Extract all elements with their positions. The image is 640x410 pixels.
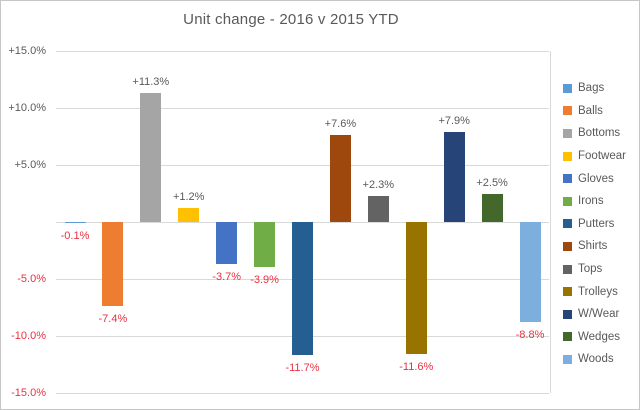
legend-swatch-icon [563,332,572,342]
legend-swatch-icon [563,309,572,319]
gridline [56,51,549,52]
legend-label: Putters [578,217,615,230]
legend-item-bags[interactable]: Bags [563,77,626,100]
legend-swatch-icon [563,354,572,364]
legend-item-putters[interactable]: Putters [563,213,626,236]
data-label-bags: -0.1% [60,230,90,243]
legend-label: W/Wear [578,308,620,321]
legend-item-bottoms[interactable]: Bottoms [563,122,626,145]
legend-item-gloves[interactable]: Gloves [563,167,626,190]
legend-label: Tops [578,263,603,276]
y-tick-label: +5.0% [14,159,47,171]
y-tick-label: -5.0% [17,273,46,285]
data-label-tops: +2.3% [362,178,395,191]
legend-item-shirts[interactable]: Shirts [563,235,626,258]
legend-item-irons[interactable]: Irons [563,190,626,213]
bar-bottoms[interactable] [140,93,162,222]
legend-item-w-wear[interactable]: W/Wear [563,303,626,326]
bar-w-wear[interactable] [443,131,465,222]
bar-woods[interactable] [519,222,541,323]
legend-item-woods[interactable]: Woods [563,348,626,371]
legend-label: Bags [578,82,605,95]
legend-swatch-icon [563,106,572,116]
legend-label: Balls [578,104,603,117]
y-tick-label: -15.0% [11,387,46,399]
legend-label: Footwear [578,150,626,163]
gridline [56,393,549,394]
data-label-trolleys: -11.6% [399,361,434,374]
data-label-shirts: +7.6% [324,118,357,131]
data-label-balls: -7.4% [98,313,128,326]
bar-footwear[interactable] [178,208,200,222]
legend-label: Woods [578,353,614,366]
legend-swatch-icon [563,196,572,206]
data-label-putters: -11.7% [285,362,320,375]
plot-right-border [550,51,551,393]
legend-swatch-icon [563,219,572,229]
bar-tops[interactable] [367,195,389,222]
legend-swatch-icon [563,241,572,251]
data-label-irons: -3.9% [250,273,279,286]
legend-swatch-icon [563,151,572,161]
gridline [56,108,549,109]
legend-swatch-icon [563,264,572,274]
legend-item-footwear[interactable]: Footwear [563,145,626,168]
bar-putters[interactable] [292,222,313,356]
legend-swatch-icon [563,174,572,184]
legend-swatch-icon [563,83,572,93]
bar-gloves[interactable] [216,222,238,265]
legend-label: Bottoms [578,127,621,140]
bar-bags[interactable] [64,222,86,224]
bar-shirts[interactable] [329,135,351,222]
legend-item-wedges[interactable]: Wedges [563,326,626,349]
legend-label: Shirts [578,240,608,253]
legend: Bags Balls Bottoms Footwear Gloves Irons Putte… [563,77,626,371]
bar-wedges[interactable] [481,193,503,222]
y-tick-label: +15.0% [8,45,46,57]
bar-trolleys[interactable] [405,222,427,355]
legend-label: Wedges [578,330,620,343]
y-axis: +15.0% +10.0% +5.0% -5.0% -10.0% -15.0% [1,45,47,399]
data-label-gloves: -3.7% [212,271,242,284]
legend-item-trolleys[interactable]: Trolleys [563,280,626,303]
legend-swatch-icon [563,128,572,138]
legend-item-tops[interactable]: Tops [563,258,626,281]
data-label-wedges: +2.5% [476,176,508,189]
y-tick-label: +10.0% [8,102,46,114]
legend-label: Trolleys [578,285,618,298]
y-tick-label: -10.0% [11,330,46,342]
bar-irons[interactable] [254,222,276,267]
legend-label: Irons [578,195,604,208]
data-label-footwear: +1.2% [172,191,205,204]
bar-balls[interactable] [102,222,124,307]
data-label-w-wear: +7.9% [438,114,470,127]
chart-title: Unit change - 2016 v 2015 YTD [183,11,399,28]
data-label-woods: -8.8% [515,329,545,342]
plot-area: -0.1% -7.4% +11.3% +1.2% -3.7% -3.9% -11.7% +7.… [56,51,549,394]
legend-item-balls[interactable]: Balls [563,100,626,123]
legend-label: Gloves [578,172,614,185]
data-label-bottoms: +11.3% [132,76,170,89]
legend-swatch-icon [563,287,572,297]
gridline [56,165,549,166]
